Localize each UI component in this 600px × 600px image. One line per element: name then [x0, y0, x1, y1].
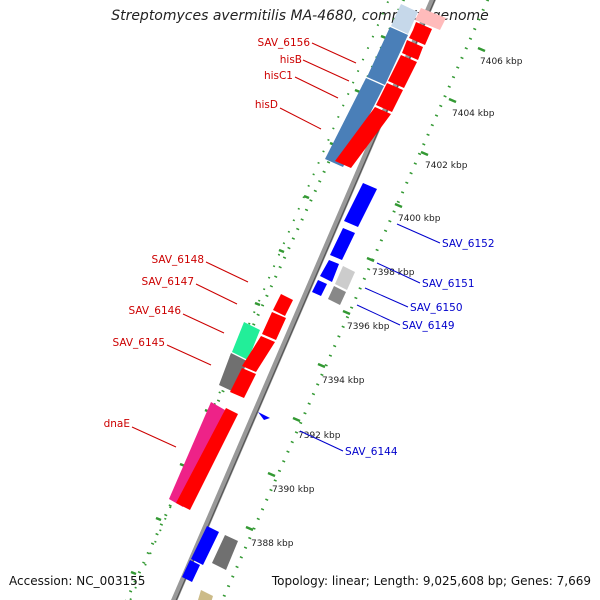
tick-label: 7396 kbp: [347, 322, 390, 332]
tick-mark: [267, 471, 276, 478]
leader-line: [299, 430, 344, 452]
homolog-block-steelblue: [325, 78, 384, 167]
homolog-block-gray: [219, 353, 247, 393]
tick-mark: [420, 150, 429, 157]
gene-label: SAV_6144: [345, 446, 398, 458]
tick-group: 7406 kbp 7404 kbp 7402 kbp 7400 kbp 7398…: [245, 46, 523, 549]
reverse-gene-marker: [258, 412, 270, 420]
homolog-block-faded: [391, 4, 418, 34]
homolog-blocks: [169, 4, 446, 600]
reverse-genes: [182, 183, 377, 582]
leader-line: [311, 42, 357, 64]
gene-label: SAV_6147: [141, 276, 194, 288]
leader-line: [302, 59, 350, 82]
reverse-gene-arrow: [182, 560, 200, 582]
gene-label: hisD: [255, 99, 278, 111]
reverse-gene-arrow: [320, 260, 339, 282]
tick-label: 7394 kbp: [322, 376, 365, 386]
leader-line: [182, 313, 225, 334]
genome-summary-text: Topology: linear; Length: 9,025,608 bp; …: [271, 574, 591, 588]
homolog-block-magenta: [169, 402, 225, 507]
tick-mark: [245, 525, 254, 532]
gene-labels-right: SAV_6152 SAV_6151 SAV_6150 SAV_6149 SAV_…: [345, 238, 495, 458]
tick-mark: [394, 202, 403, 209]
homolog-block-teal: [232, 322, 260, 360]
tick-mark: [292, 416, 301, 423]
leader-line: [205, 261, 249, 283]
gene-label: SAV_6151: [422, 278, 475, 290]
gene-label: dnaE: [104, 418, 130, 430]
rail-dash: [254, 301, 261, 307]
tick-label: 7402 kbp: [425, 161, 468, 171]
reverse-gene-arrow: [191, 526, 219, 565]
homolog-block-lightgray: [335, 266, 355, 290]
tick-label: 7392 kbp: [298, 431, 341, 441]
tick-rail-left: [129, 0, 390, 600]
tick-mark: [342, 309, 351, 316]
tick-mark: [317, 362, 326, 369]
homolog-block-tan: [198, 590, 213, 600]
gene-label: SAV_6148: [151, 254, 204, 266]
leader-line: [195, 283, 238, 305]
homolog-block-gray: [328, 286, 346, 305]
leader-line: [279, 107, 322, 130]
gene-label: hisB: [280, 54, 302, 66]
forward-gene-arrow: [409, 22, 432, 45]
gene-label: SAV_6149: [402, 320, 455, 332]
leader-line: [131, 426, 177, 448]
rail-dash: [130, 570, 137, 576]
forward-gene-arrow: [376, 83, 403, 112]
gene-labels-left: SAV_6156 hisB hisC1 hisD SAV_6148 SAV_61…: [104, 37, 311, 430]
leader-line: [396, 223, 441, 244]
tick-mark: [477, 46, 486, 53]
tick-label: 7398 kbp: [372, 268, 415, 278]
leader-lines: [131, 42, 441, 452]
tick-label: 7400 kbp: [398, 214, 441, 224]
leader-line: [294, 76, 339, 99]
rail-dash: [278, 248, 285, 254]
tick-label: 7404 kbp: [452, 109, 495, 119]
leader-line: [364, 287, 409, 308]
reverse-gene-arrow: [344, 183, 377, 227]
leader-line: [166, 344, 212, 366]
forward-genes: [176, 22, 432, 510]
tick-label: 7388 kbp: [251, 539, 294, 549]
tick-mark: [448, 97, 457, 104]
homolog-block-steelblue: [367, 27, 408, 85]
forward-gene-arrow: [273, 294, 293, 316]
forward-gene-arrow: [262, 312, 286, 340]
gene-label: hisC1: [264, 70, 293, 82]
tick-label: 7406 kbp: [480, 57, 523, 67]
reverse-gene-arrow: [312, 280, 327, 296]
gene-label: SAV_6145: [112, 337, 165, 349]
forward-gene-arrow: [242, 336, 275, 372]
rail-dash: [155, 516, 162, 522]
leader-line: [356, 304, 401, 326]
rail-dash: [303, 194, 310, 200]
homolog-block-pink: [415, 8, 446, 30]
accession-text: Accession: NC_003155: [9, 574, 146, 588]
forward-gene-arrow: [335, 107, 391, 168]
gene-label: SAV_6146: [128, 305, 181, 317]
forward-gene-arrow: [230, 368, 256, 398]
gene-label: SAV_6156: [257, 37, 310, 49]
tick-mark: [366, 256, 375, 263]
tick-label: 7390 kbp: [272, 485, 315, 495]
homolog-block-gray: [212, 535, 238, 570]
gene-label: SAV_6150: [410, 302, 463, 314]
reverse-gene-arrow: [330, 228, 355, 260]
forward-gene-arrow: [176, 408, 238, 510]
gene-label: SAV_6152: [442, 238, 495, 250]
leader-line: [376, 262, 421, 284]
forward-gene-arrow: [388, 55, 417, 88]
forward-gene-arrow: [402, 40, 423, 60]
